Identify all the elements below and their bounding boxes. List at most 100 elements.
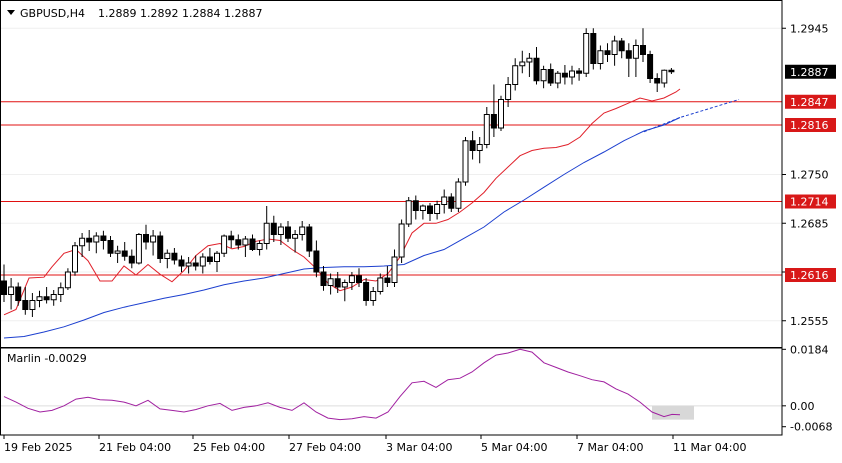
candle-body [476,144,483,151]
candle-body [206,256,213,262]
candle [43,287,50,304]
candle [419,204,426,220]
candle [561,65,568,85]
candle-body [86,237,93,243]
candle [490,84,497,137]
candle [320,266,327,291]
candle [178,255,185,272]
level-price-tag-label: 1.2714 [790,196,829,209]
price-tick-label: 1.2750 [790,169,829,182]
candle [455,178,462,212]
candle [370,287,377,306]
symbol-label: GBPUSD,H4 [20,7,85,20]
trend-line[interactable] [643,99,740,133]
candle-body [370,291,377,301]
candle-body [462,140,469,183]
time-tick-label: 11 Mar 04:00 [673,441,746,454]
level-price-tag [785,268,836,282]
candle [22,287,29,315]
candle-body [583,33,590,74]
candle-body [64,271,71,289]
candle-body [554,72,561,84]
candle-body [448,196,455,209]
symbol-dropdown-icon[interactable] [7,10,15,15]
candle-body [455,181,462,209]
candle [476,137,483,164]
level-price-tag [785,194,836,209]
candle [206,248,213,265]
price-tick-label: 1.2685 [790,217,829,230]
candle [625,43,632,77]
candle-body [107,240,114,254]
candle-body [285,226,291,239]
candle-body [185,262,192,267]
candle-body [625,50,632,59]
candle-body [569,70,575,78]
candle-body [384,277,391,283]
candle-body [547,69,554,84]
candle [29,293,36,317]
candle [221,234,228,257]
candle [540,65,547,89]
candle-body [128,255,135,264]
candle-body [192,262,199,267]
ma-slow-line [3,117,681,339]
candle [93,232,100,254]
candle [192,255,199,271]
candle-body [235,239,242,246]
candle-body [469,140,476,151]
candle [583,28,590,77]
candle-body [654,78,661,84]
candle [611,35,618,66]
candle-body [1,280,7,295]
candle-body [505,84,512,100]
level-price-tag-label: 1.2847 [790,96,829,109]
candle [64,268,71,290]
candle-body [22,300,29,310]
candle-body [498,99,504,129]
candle [576,68,583,81]
candle [377,273,384,295]
candle [150,230,157,256]
marlin-indicator-label: Marlin -0.0029 [7,352,87,365]
candle [398,219,405,263]
candle-body [576,70,583,74]
candle-body [327,278,334,286]
candle-body [249,238,256,250]
candle-body [157,235,164,259]
candle [157,231,164,263]
candle [647,50,654,83]
current-price-label: 1.2887 [790,66,829,79]
candle-body [427,205,433,214]
candle-body [121,250,128,257]
candle-body [150,235,157,243]
candle-body [29,300,36,310]
marlin-pane-frame [0,347,783,436]
candle [427,203,433,221]
candle-body [405,200,412,225]
candle-body [441,196,448,205]
candle [299,221,306,241]
candle [171,248,178,265]
candle [448,193,455,212]
candle-body [15,286,22,301]
candle [135,233,142,265]
candle [384,266,391,287]
candle [143,224,149,250]
candle-body [519,61,526,67]
candle-body [228,235,235,241]
candle [618,38,625,59]
candle-body [419,205,426,211]
candle [434,200,441,220]
candle-body [640,45,646,55]
candle-body [391,256,398,283]
time-tick-label: 19 Feb 2025 [4,441,72,454]
candle [533,47,540,85]
candle [483,107,490,149]
candle-body [79,237,86,247]
candle-body [668,69,675,73]
price-tick-label: 1.2555 [790,315,829,328]
candle [654,73,661,92]
candle-body [661,69,668,84]
